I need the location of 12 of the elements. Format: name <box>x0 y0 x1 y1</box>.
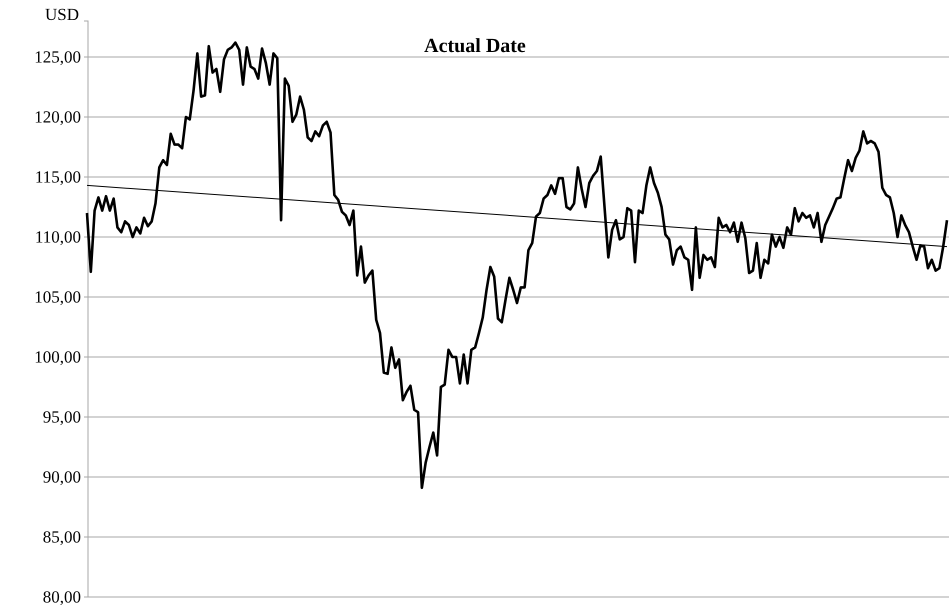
y-tick-label: 105,00 <box>34 287 81 306</box>
y-tick-label: 90,00 <box>42 467 81 486</box>
y-axis-title: USD <box>44 5 80 24</box>
y-tick-label: 80,00 <box>42 587 81 605</box>
y-tick-label: 100,00 <box>34 347 81 366</box>
y-tick-label: 125,00 <box>34 47 81 66</box>
y-tick-label: 110,00 <box>34 227 81 246</box>
text: Actual Date <box>424 35 526 57</box>
y-tick-label: 85,00 <box>42 527 81 546</box>
y-tick-label: 115,00 <box>34 167 81 186</box>
y-tick-label: 120,00 <box>34 107 81 126</box>
y-tick-label: 95,00 <box>42 407 81 426</box>
